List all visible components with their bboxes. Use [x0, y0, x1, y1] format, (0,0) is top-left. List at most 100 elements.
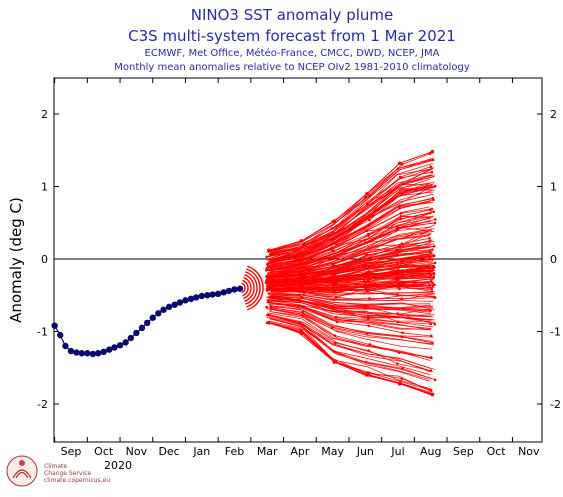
- forecast-member-point: [335, 320, 339, 324]
- forecast-member-line: [271, 292, 436, 301]
- observed-point: [62, 342, 69, 350]
- forecast-member-point: [432, 265, 436, 269]
- forecast-member-point: [396, 167, 400, 170]
- forecast-member-point: [428, 283, 431, 287]
- observed-point: [160, 306, 167, 313]
- forecast-member-point: [363, 238, 367, 242]
- plot-frame: [53, 77, 543, 443]
- observed-point: [171, 301, 178, 308]
- forecast-member-point: [434, 218, 437, 221]
- forecast-member-line: [271, 159, 434, 252]
- y-tick-label-left: -2: [37, 398, 48, 411]
- forecast-member-point: [395, 253, 399, 257]
- forecast-member-line: [266, 299, 435, 321]
- forecast-member-point: [432, 244, 436, 248]
- forecast-member-point: [332, 274, 336, 278]
- forecast-member-point: [368, 343, 372, 346]
- x-tick-label: Oct: [487, 445, 507, 458]
- forecast-member-point: [332, 249, 336, 253]
- forecast-member-line: [266, 250, 430, 278]
- forecast-member-line: [268, 298, 430, 322]
- forecast-member-line: [271, 307, 435, 346]
- forecast-member-point: [334, 315, 338, 319]
- observed-point: [94, 350, 102, 357]
- chart-systems-line: ECMWF, Met Office, Météo-France, CMCC, D…: [145, 47, 440, 59]
- forecast-member-line: [266, 313, 430, 372]
- forecast-member-line: [269, 320, 432, 390]
- observed-point: [236, 285, 244, 292]
- forecast-member-line: [268, 246, 431, 278]
- forecast-member-point: [430, 290, 434, 293]
- forecast-member-line: [271, 189, 433, 263]
- forecast-plume: [241, 149, 437, 397]
- forecast-member-line: [269, 311, 431, 358]
- forecast-member-line: [267, 210, 433, 271]
- forecast-member-point: [264, 268, 268, 272]
- forecast-member-point: [399, 215, 403, 218]
- forecast-member-point: [400, 163, 404, 166]
- forecast-member-point: [428, 239, 432, 243]
- forecast-member-point: [432, 198, 435, 202]
- logo-line-1: Climate: [44, 463, 68, 470]
- forecast-member-point: [364, 287, 368, 291]
- y-axis-left: -2 -1 0 1 2: [37, 108, 59, 411]
- forecast-member-point: [399, 217, 403, 221]
- forecast-member-point: [432, 254, 436, 258]
- forecast-extreme-point: [332, 360, 337, 364]
- forecast-member-point: [330, 243, 334, 246]
- forecast-member-point: [399, 212, 403, 215]
- observed-point: [84, 350, 91, 357]
- observed-point: [116, 342, 124, 349]
- forecast-member-line: [271, 193, 434, 263]
- forecast-member-line: [268, 199, 434, 267]
- y-tick-label-right: 0: [550, 253, 557, 266]
- forecast-upper-envelope: [268, 151, 433, 251]
- forecast-member-line: [269, 202, 431, 266]
- forecast-member-line: [269, 314, 436, 381]
- forecast-extreme-point: [299, 239, 304, 243]
- forecast-member-point: [400, 377, 404, 380]
- initial-condition-arc: [243, 276, 252, 300]
- observed-point: [198, 292, 205, 300]
- forecast-lower-envelope: [268, 322, 433, 396]
- logo-line-3: climate.copernicus.eu: [44, 477, 111, 484]
- x-axis: Sep Oct Nov Dec Jan Feb Mar Apr May Jun Jul Aug Sep O…: [54, 78, 540, 458]
- forecast-member-line: [266, 182, 430, 261]
- forecast-member-line: [269, 227, 435, 271]
- observed-point: [73, 349, 80, 356]
- forecast-member-line: [267, 234, 431, 275]
- forecast-member-point: [265, 266, 269, 270]
- forecast-member-point: [368, 283, 371, 287]
- forecast-member-point: [302, 278, 306, 281]
- x-tick-label: Apr: [290, 445, 310, 458]
- forecast-member-point: [400, 260, 403, 264]
- forecast-member-line: [268, 316, 431, 376]
- observed-point: [176, 299, 184, 306]
- chart-title: NINO3 SST anomaly plume: [191, 6, 394, 24]
- forecast-member-point: [297, 271, 301, 274]
- forecast-member-point: [401, 367, 404, 370]
- forecast-member-point: [333, 334, 337, 337]
- forecast-member-point: [433, 283, 436, 287]
- forecast-member-point: [399, 176, 403, 180]
- x-axis-year-label: 2020: [104, 459, 132, 472]
- forecast-member-point: [429, 334, 433, 338]
- forecast-member-point: [367, 275, 370, 279]
- forecast-member-point: [433, 296, 437, 299]
- forecast-member-point: [265, 305, 268, 309]
- observed-point: [225, 287, 233, 295]
- forecast-extreme-point: [430, 149, 435, 154]
- observed-point: [193, 294, 200, 301]
- forecast-member-line: [270, 309, 432, 358]
- forecast-member-line: [267, 267, 434, 284]
- forecast-extreme-point: [332, 219, 337, 224]
- forecast-extreme-point: [267, 321, 271, 325]
- forecast-member-point: [367, 270, 371, 273]
- y-tick-label-left: -1: [37, 326, 48, 339]
- forecast-member-point: [265, 289, 269, 292]
- y-tick-label-left: 0: [41, 253, 48, 266]
- initial-condition-arc: [241, 282, 246, 294]
- forecast-member-point: [363, 252, 366, 255]
- y-axis-right: -2 -1 0 1 2: [537, 108, 561, 411]
